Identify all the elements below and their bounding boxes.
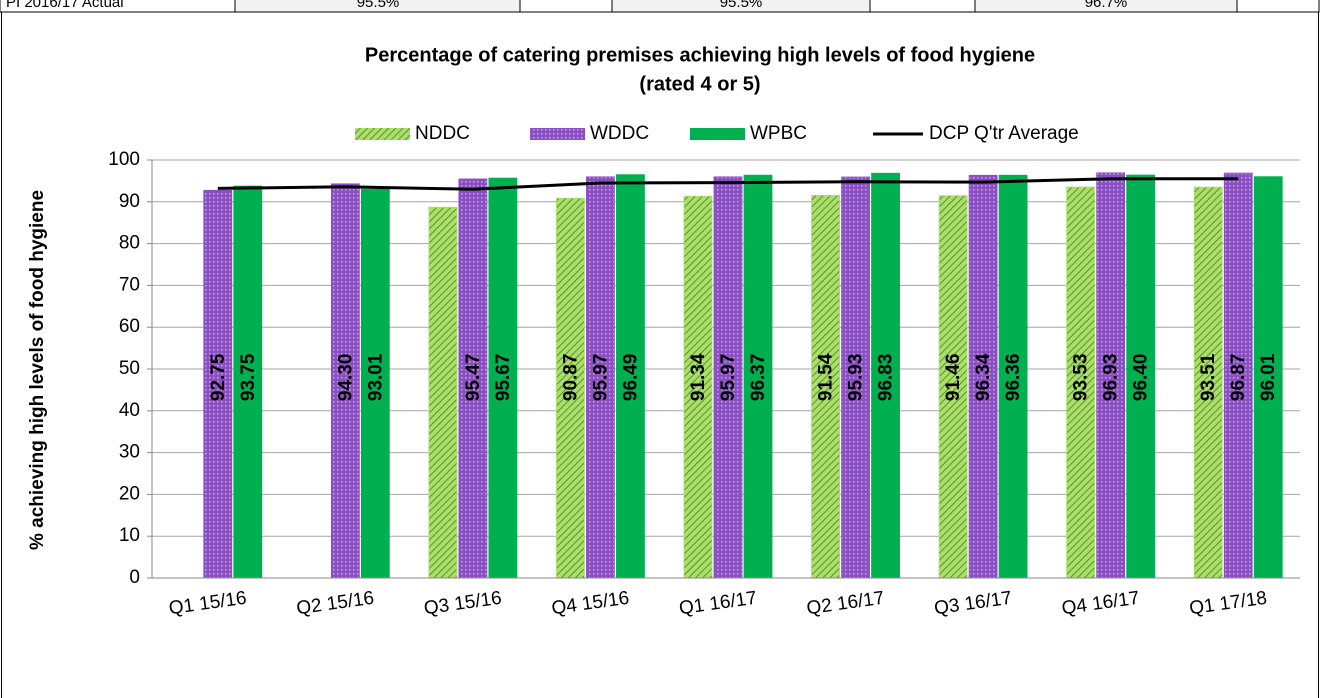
bar [1066,186,1096,579]
x-tick-label: Q1 16/17 [678,588,758,620]
bar [586,176,615,579]
bar [556,197,585,579]
data-label: 95.67 [493,354,514,402]
bar [1253,176,1283,579]
data-label: 93.01 [365,353,386,401]
data-label: 91.46 [943,354,964,402]
data-label: 96.40 [1131,354,1152,402]
y-tick-label: 70 [119,274,140,295]
y-tick-label: 60 [119,316,140,337]
bar [1223,172,1253,579]
data-label: 96.01 [1258,353,1279,401]
data-label: 92.75 [208,353,229,401]
data-label: 96.87 [1228,354,1249,402]
bar [360,188,390,579]
x-tick-label: Q4 16/17 [1060,588,1140,620]
chart-title: (rated 4 or 5) [639,73,760,95]
bar [871,172,900,579]
bar [428,206,458,579]
legend-swatch [530,128,585,140]
x-tick-label: Q2 15/16 [295,588,375,620]
data-label: 93.51 [1198,353,1219,401]
line-series [217,177,1239,191]
data-label: 95.47 [463,354,484,402]
data-label: 93.75 [238,353,259,401]
y-axis-label: % achieving high levels of food hygiene [27,190,48,550]
x-tick-label: Q1 15/16 [168,588,248,620]
bar [968,174,998,579]
legend-label: WDDC [590,123,649,144]
legend-label: DCP Q'tr Average [929,123,1079,144]
bar [203,189,233,579]
data-label: 90.87 [560,354,581,402]
x-tick-label: Q3 16/17 [933,588,1013,620]
bar [233,185,263,579]
data-label: 96.34 [973,353,994,401]
bar [488,177,518,579]
data-label: 95.93 [846,354,867,402]
data-label: 96.83 [876,354,897,402]
y-tick-label: 0 [129,567,140,588]
bar [998,174,1028,579]
x-tick-label: Q4 15/16 [550,588,630,620]
bar [713,176,743,579]
data-label: 96.37 [748,354,769,402]
bar [458,178,488,579]
bar [683,195,713,579]
data-label: 96.36 [1003,354,1024,402]
cell: 95.5% [357,0,400,11]
bar [1096,172,1126,579]
y-tick-label: 40 [119,400,140,421]
cell: 95.5% [720,0,763,11]
table-row: PI 2016/17 Actual 95.5% 95.5% 96.7% [0,0,1320,13]
y-tick-label: 30 [119,442,140,463]
bar [1126,174,1156,579]
y-tick-label: 80 [119,233,140,254]
y-tick-label: 10 [119,525,140,546]
y-tick-label: 100 [108,149,140,170]
bar [330,183,360,579]
cell: PI 2016/17 Actual [6,0,124,11]
legend-swatch [690,128,745,140]
y-tick-label: 50 [119,358,140,379]
bar [811,194,840,579]
data-label: 93.53 [1071,354,1092,402]
y-tick-label: 90 [119,191,140,212]
legend-label: NDDC [415,123,470,144]
legend-label: WPBC [750,123,807,144]
data-label: 95.97 [590,354,611,402]
data-label: 91.54 [816,353,837,401]
x-tick-label: Q2 16/17 [805,588,885,620]
data-label: 91.34 [688,353,709,401]
data-label: 96.49 [620,354,641,402]
bar [841,176,870,579]
data-label: 94.30 [335,354,356,402]
y-tick-label: 20 [119,483,140,504]
bar [616,174,645,579]
x-tick-label: Q1 17/18 [1188,588,1268,620]
legend-swatch [355,128,410,140]
data-label: 95.97 [718,354,739,402]
bar [1193,186,1223,579]
x-tick-label: Q3 15/16 [423,588,503,620]
cell: 96.7% [1085,0,1128,11]
data-label: 96.93 [1101,354,1122,402]
bar [743,174,773,579]
chart-title: Percentage of catering premises achievin… [365,44,1035,66]
